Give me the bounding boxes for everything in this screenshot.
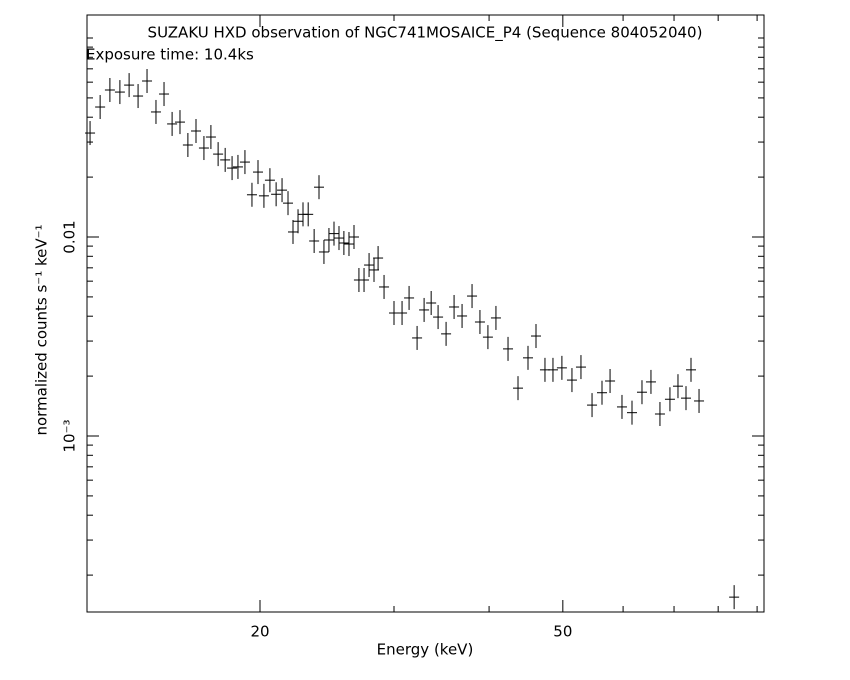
x-axis-label: Energy (keV) xyxy=(377,641,474,659)
data-point xyxy=(159,82,170,107)
data-point xyxy=(412,325,423,350)
data-point xyxy=(323,227,334,252)
data-point xyxy=(359,268,370,293)
data-point xyxy=(95,95,106,120)
data-point xyxy=(373,246,384,271)
data-point xyxy=(457,303,468,328)
data-point xyxy=(364,253,375,278)
chart-title: SUZAKU HXD observation of NGC741MOSAICE_… xyxy=(148,24,703,43)
y-tick-label: 0.01 xyxy=(61,220,79,253)
data-point xyxy=(293,209,304,234)
data-point xyxy=(680,386,691,411)
data-point xyxy=(664,387,675,412)
data-point xyxy=(523,345,534,370)
data-point xyxy=(433,305,444,330)
data-point xyxy=(277,178,288,203)
data-point xyxy=(333,226,344,251)
data-point xyxy=(182,132,193,157)
data-point xyxy=(729,585,740,610)
data-point xyxy=(556,355,567,380)
data-point xyxy=(343,232,354,257)
data-point xyxy=(441,321,452,346)
data-point xyxy=(449,294,460,319)
data-point xyxy=(636,380,647,405)
data-point xyxy=(379,274,390,299)
data-point xyxy=(474,310,485,335)
data-point xyxy=(626,400,637,425)
data-point xyxy=(252,160,263,185)
data-point xyxy=(616,394,627,419)
data-point xyxy=(191,118,202,143)
data-point xyxy=(566,368,577,393)
data-point xyxy=(205,125,216,150)
x-tick-label: 20 xyxy=(250,623,269,641)
data-point xyxy=(654,401,665,426)
data-point xyxy=(530,324,541,349)
data-point xyxy=(264,168,275,193)
data-point xyxy=(150,99,161,124)
data-point xyxy=(142,69,153,94)
data-point xyxy=(213,142,224,167)
data-point xyxy=(220,147,231,172)
data-point xyxy=(283,191,294,216)
data-point xyxy=(605,368,616,393)
data-point xyxy=(227,156,238,181)
data-point xyxy=(232,154,243,179)
data-point xyxy=(694,388,705,413)
data-point xyxy=(314,175,325,200)
data-point xyxy=(198,136,209,161)
data-point xyxy=(645,369,656,394)
data-point xyxy=(397,301,408,326)
data-point xyxy=(482,325,493,350)
data-point xyxy=(426,290,437,315)
data-point xyxy=(686,357,697,382)
data-point xyxy=(114,80,125,105)
data-point xyxy=(318,239,329,264)
y-tick-label: 10⁻³ xyxy=(61,419,79,452)
data-point xyxy=(513,376,524,401)
data-point xyxy=(503,336,514,361)
chart-subtitle: Exposure time: 10.4ks xyxy=(86,46,254,64)
y-axis-label: normalized counts s⁻¹ keV⁻¹ xyxy=(33,224,51,435)
data-point xyxy=(167,111,178,136)
data-point xyxy=(404,285,415,310)
data-point xyxy=(246,182,257,207)
data-point xyxy=(329,221,340,246)
data-point xyxy=(309,228,320,253)
data-point xyxy=(85,121,96,146)
data-point xyxy=(369,257,380,282)
data-point xyxy=(490,305,501,330)
data-point xyxy=(547,357,558,382)
data-point xyxy=(575,355,586,380)
data-point xyxy=(104,77,115,102)
data-point xyxy=(271,182,282,207)
x-tick-label: 50 xyxy=(553,623,572,641)
data-point xyxy=(338,231,349,256)
data-point xyxy=(174,110,185,135)
data-point xyxy=(419,297,430,322)
data-point xyxy=(672,374,683,399)
data-point xyxy=(287,219,298,244)
data-point xyxy=(467,284,478,309)
data-point xyxy=(133,84,144,109)
data-point xyxy=(596,380,607,405)
plot-frame xyxy=(86,14,765,613)
data-point xyxy=(124,73,135,98)
data-point xyxy=(348,225,359,250)
data-point xyxy=(587,393,598,418)
data-point xyxy=(303,202,314,227)
data-point xyxy=(239,150,250,175)
data-point xyxy=(258,183,269,208)
